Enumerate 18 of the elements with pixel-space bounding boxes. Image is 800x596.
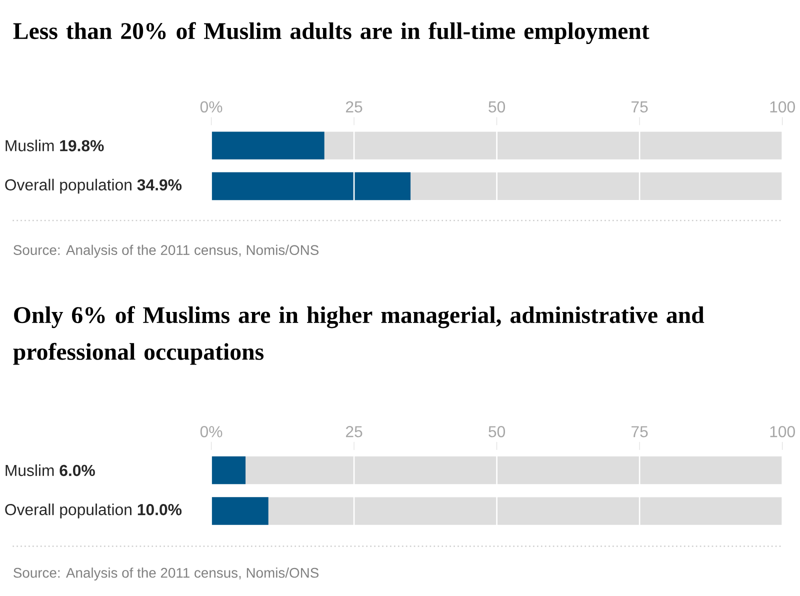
x-tick-label: 75 <box>632 426 648 438</box>
y-tick-label: Muslim 19.8% <box>6 140 104 152</box>
chart-title: Only 6% of Muslims are in higher managerial, administrative and professional occupations <box>13 306 704 365</box>
y-tick-label: Muslim 6.0% <box>6 464 95 476</box>
x-tick-label: 50 <box>488 426 506 438</box>
x-tick-label: 100 <box>770 101 795 113</box>
x-tick-label: 25 <box>346 426 362 438</box>
source-note: Source: Analysis of the 2011 census, Nomis/ONS <box>14 568 319 581</box>
x-tick-label: 75 <box>632 102 648 113</box>
x-tick-label: 0% <box>200 101 222 113</box>
x-tick-label: 25 <box>346 101 362 113</box>
x-tick-label: 100 <box>770 426 795 438</box>
y-tick-label: Overall population 34.9% <box>5 178 182 194</box>
x-tick-label: 50 <box>488 101 506 113</box>
x-tick-label: 0% <box>200 426 222 438</box>
y-tick-label: Overall population 10.0% <box>5 504 182 518</box>
source-note: Source: Analysis of the 2011 census, Nomis/ONS <box>14 244 319 258</box>
chart-title: Less than 20% of Muslim adults are in full-time employment <box>13 22 650 44</box>
